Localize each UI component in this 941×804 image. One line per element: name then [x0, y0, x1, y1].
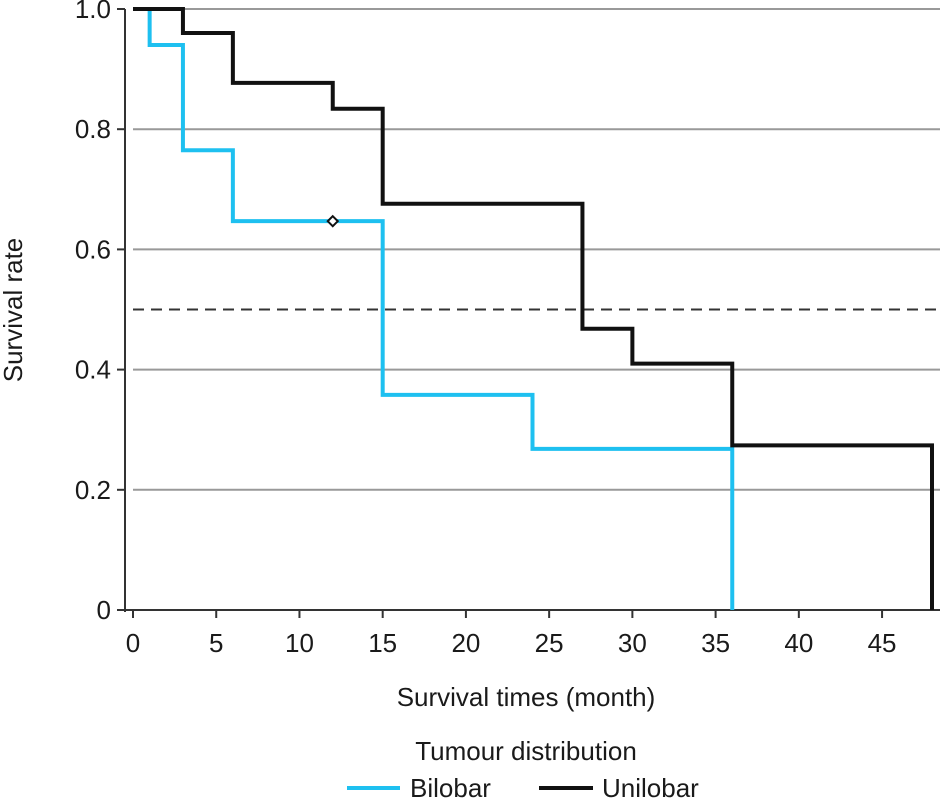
legend-title: Tumour distribution — [415, 736, 637, 766]
y-tick-label: 0.2 — [75, 475, 111, 505]
y-tick-label: 0.6 — [75, 234, 111, 264]
legend-label-bilobar: Bilobar — [410, 773, 491, 803]
x-tick-label: 20 — [451, 628, 480, 658]
x-tick-label: 5 — [209, 628, 223, 658]
series-group — [133, 7, 934, 610]
grid-lines — [133, 8, 940, 491]
y-tick-label: 0.8 — [75, 114, 111, 144]
series-line-bilobar — [133, 7, 735, 610]
y-tick-label: 1.0 — [75, 0, 111, 24]
y-axis-title: Survival rate — [0, 238, 28, 383]
axes — [117, 8, 940, 618]
legend-label-unilobar: Unilobar — [602, 773, 699, 803]
legend: Bilobar Unilobar — [347, 773, 699, 803]
y-tick-label: 0 — [97, 595, 111, 625]
y-tick-label: 0.4 — [75, 355, 111, 385]
x-axis-title: Survival times (month) — [397, 682, 656, 712]
x-tick-label: 35 — [701, 628, 730, 658]
y-tick-labels: 0 0.2 0.4 0.6 0.8 1.0 — [75, 0, 111, 625]
censor-marker — [326, 214, 340, 228]
x-tick-label: 30 — [618, 628, 647, 658]
series-line-unilobar — [133, 7, 934, 610]
x-tick-label: 45 — [868, 628, 897, 658]
x-tick-labels: 0 5 10 15 20 25 30 35 40 45 — [126, 628, 897, 658]
x-tick-label: 15 — [368, 628, 397, 658]
x-tick-label: 0 — [126, 628, 140, 658]
x-tick-label: 25 — [535, 628, 564, 658]
x-tick-label: 10 — [285, 628, 314, 658]
x-tick-label: 40 — [784, 628, 813, 658]
